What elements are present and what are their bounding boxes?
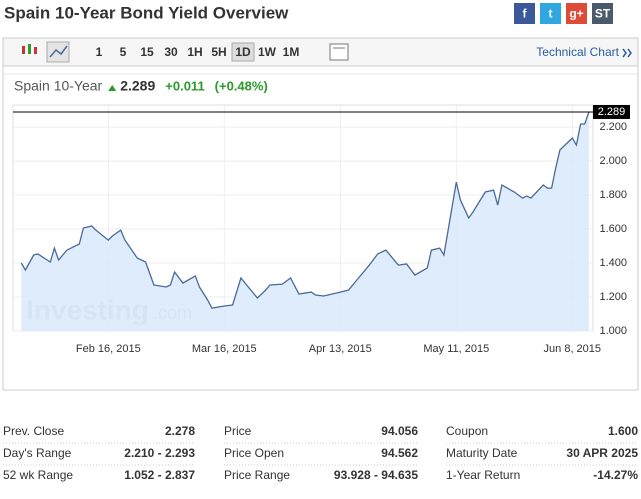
interval-button[interactable]: 15 bbox=[140, 45, 154, 59]
interval-button[interactable]: 1H bbox=[187, 45, 202, 59]
stat-label: Price Range bbox=[224, 468, 290, 482]
interval-button[interactable]: 5 bbox=[120, 45, 127, 59]
stat-value: 2.210 - 2.293 bbox=[124, 446, 195, 460]
quote-change-pct: (+0.48%) bbox=[215, 78, 268, 93]
stat-label: Maturity Date bbox=[446, 446, 518, 460]
up-arrow bbox=[108, 85, 117, 91]
social-icon[interactable] bbox=[566, 3, 587, 24]
stat-value: 94.056 bbox=[381, 424, 418, 438]
link-arrow bbox=[622, 48, 632, 58]
y-tick-label: 2.000 bbox=[599, 155, 627, 167]
interval-active bbox=[231, 42, 255, 62]
social-icon-label: f bbox=[523, 7, 528, 21]
y-tick-label: 1.400 bbox=[599, 257, 627, 269]
y-tick-label: 1.800 bbox=[599, 189, 627, 201]
stat-value: -14.27% bbox=[593, 468, 638, 482]
x-tick-label: Feb 16, 2015 bbox=[76, 343, 141, 355]
social-icon-label: g+ bbox=[569, 7, 583, 21]
interval-button[interactable]: 1W bbox=[258, 45, 277, 59]
price-line bbox=[20, 111, 590, 309]
stat-label: Prev. Close bbox=[3, 424, 64, 438]
social-icon[interactable] bbox=[592, 3, 613, 24]
line-icon-glyph bbox=[49, 45, 68, 58]
page-title: Spain 10-Year Bond Yield Overview bbox=[4, 3, 289, 22]
interval-button[interactable]: 1M bbox=[283, 45, 300, 59]
last-price-label: 2.289 bbox=[598, 106, 626, 118]
x-tick-label: Jun 8, 2015 bbox=[544, 343, 602, 355]
y-tick-label: 1.600 bbox=[599, 223, 627, 235]
interval-button[interactable]: 5H bbox=[211, 45, 226, 59]
technical-chart-link[interactable]: Technical Chart bbox=[536, 45, 619, 59]
stat-value: 93.928 - 94.635 bbox=[334, 468, 418, 482]
social-icon[interactable] bbox=[540, 3, 561, 24]
social-icon[interactable] bbox=[514, 3, 535, 24]
interval-button[interactable]: 1 bbox=[96, 45, 103, 59]
quote-last: 2.289 bbox=[120, 78, 155, 94]
interval-button[interactable]: 30 bbox=[164, 45, 178, 59]
y-tick-label: 1.000 bbox=[599, 325, 627, 337]
toolbar bbox=[2, 37, 639, 67]
stat-label: Price bbox=[224, 424, 252, 438]
y-tick-label: 2.200 bbox=[599, 121, 627, 133]
stat-label: Coupon bbox=[446, 424, 488, 438]
settings-icon[interactable] bbox=[329, 43, 349, 61]
stat-label: 52 wk Range bbox=[3, 468, 73, 482]
stat-label: 1-Year Return bbox=[446, 468, 520, 482]
x-tick-label: Mar 16, 2015 bbox=[192, 343, 257, 355]
social-icon-label: ST bbox=[595, 7, 611, 21]
interval-button[interactable]: 1D bbox=[235, 45, 251, 59]
quote-name: Spain 10-Year bbox=[14, 78, 103, 94]
x-tick-label: Apr 13, 2015 bbox=[309, 343, 372, 355]
stat-value: 1.052 - 2.837 bbox=[124, 468, 195, 482]
quote-change: +0.011 bbox=[165, 78, 204, 93]
stat-label: Price Open bbox=[224, 446, 284, 460]
stat-value: 2.278 bbox=[165, 424, 195, 438]
social-icon-label: t bbox=[549, 7, 553, 21]
y-tick-label: 1.200 bbox=[599, 291, 627, 303]
stat-value: 30 APR 2025 bbox=[566, 446, 638, 460]
last-price-box bbox=[593, 104, 630, 119]
area bbox=[21, 112, 589, 331]
x-tick-label: May 11, 2015 bbox=[423, 343, 489, 355]
stat-label: Day's Range bbox=[3, 446, 72, 460]
candle-icon[interactable] bbox=[22, 44, 37, 54]
stat-value: 94.562 bbox=[381, 446, 418, 460]
stat-value: 1.600 bbox=[608, 424, 638, 438]
